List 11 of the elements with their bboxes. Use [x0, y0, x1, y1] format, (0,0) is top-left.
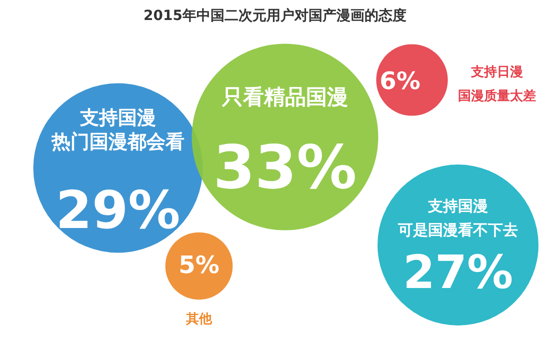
category-label: 支持国漫热门国漫都会看 — [50, 107, 184, 153]
category-label: 支持国漫可是国漫看不下去 — [397, 197, 518, 239]
category-label: 只看精品国漫 — [221, 85, 348, 109]
data-label: 5% — [178, 251, 220, 279]
category-label: 其他 — [185, 312, 213, 327]
text: 2015年中国二次元用户对国产漫画的态度 — [144, 7, 406, 24]
data-label: 27% — [402, 245, 514, 299]
data-label: 29% — [56, 181, 180, 241]
category-label: 支持日漫国漫质量太差 — [458, 65, 536, 104]
data-label: 33% — [213, 133, 357, 203]
data-label: 6% — [380, 67, 420, 95]
